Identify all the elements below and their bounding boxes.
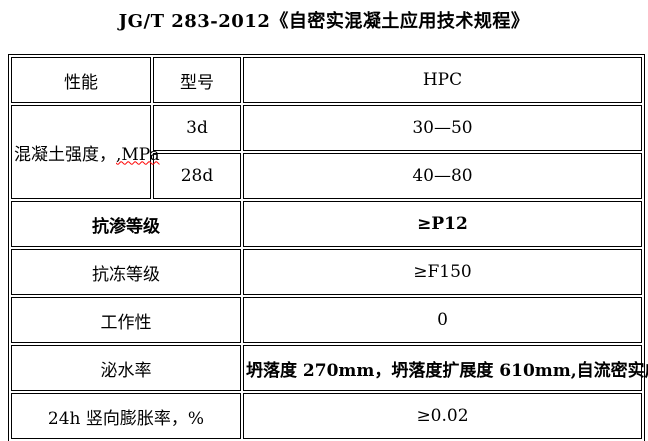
table-row-header: 性能 型号 HPC: [11, 57, 642, 103]
table-row-bleeding: 泌水率 坍落度 270mm，坍落度扩展度 610mm,自流密实成型: [11, 345, 648, 391]
strength-3d-age-cell: 3d: [153, 105, 241, 151]
strength-label-cell: 混凝土强度，,MPa: [11, 105, 160, 199]
expansion-label-cell: 24h 竖向膨胀率，%: [11, 393, 241, 439]
table-row-frost-resistance: 抗冻等级 ≥F150: [11, 249, 642, 295]
header-hpc-cell: HPC: [243, 57, 642, 103]
strength-3d-value-cell: 30—50: [243, 105, 642, 151]
workability-label-cell: 工作性: [11, 297, 241, 343]
page-title: JG/T 283-2012《自密实混凝土应用技术规程》: [118, 11, 530, 32]
table-row-strength-3d: 混凝土强度，,MPa 3d 30—50: [11, 105, 642, 199]
table-row-expansion: 24h 竖向膨胀率，% ≥0.02: [11, 393, 642, 439]
header-performance-cell: 性能: [11, 57, 151, 103]
workability-value-cell: 0: [243, 297, 642, 343]
frost-value-cell: ≥F150: [243, 249, 642, 295]
bleeding-label-cell: 泌水率: [11, 345, 241, 391]
strength-28d-age-cell: 28d: [153, 153, 241, 199]
bleeding-value-cell: 坍落度 270mm，坍落度扩展度 610mm,自流密实成型: [243, 345, 648, 391]
frost-label-cell: 抗冻等级: [11, 249, 241, 295]
strength-28d-value-cell: 40—80: [243, 153, 642, 199]
strength-label-unit: ,MPa: [116, 144, 160, 165]
table-row-strength-28d: 28d 40—80: [11, 153, 642, 199]
table-row-impermeability: 抗渗等级 ≥P12: [11, 201, 642, 247]
impermeability-label-cell: 抗渗等级: [11, 201, 241, 247]
spec-table: 性能 型号 HPC 混凝土强度，,MPa 3d 30—50 28d 40—80 …: [8, 54, 648, 441]
header-model-cell: 型号: [153, 57, 241, 103]
impermeability-value-cell: ≥P12: [243, 201, 642, 247]
strength-label-text: 混凝土强度，: [14, 144, 116, 165]
table-row-workability: 工作性 0: [11, 297, 642, 343]
expansion-value-cell: ≥0.02: [243, 393, 642, 439]
